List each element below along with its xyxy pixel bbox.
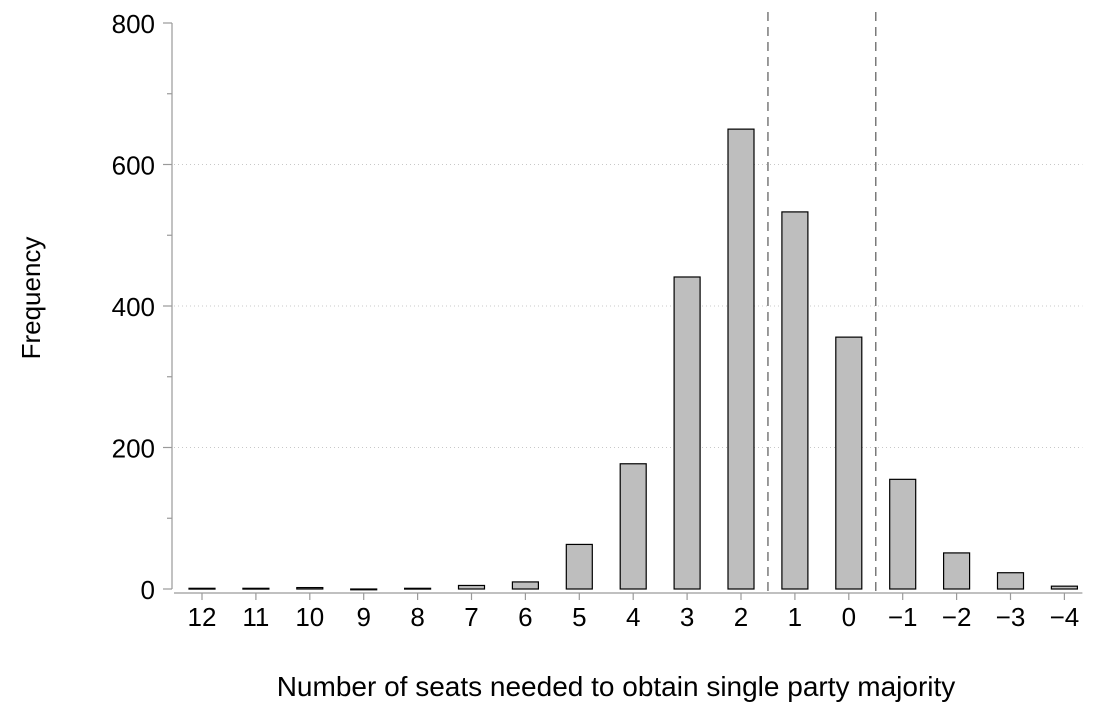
x-tick-label: 1	[788, 602, 802, 632]
bar	[727, 128, 755, 590]
y-tick-label: 600	[112, 151, 155, 181]
axes	[163, 22, 1083, 600]
bar	[565, 543, 593, 590]
bar	[296, 586, 324, 590]
bar	[835, 336, 863, 590]
x-tick-label: 4	[626, 602, 640, 632]
x-tick-label: −3	[996, 602, 1026, 632]
x-tick-label: 2	[734, 602, 748, 632]
gridlines	[174, 164, 1083, 448]
bar	[404, 587, 432, 590]
x-tick-label: 5	[572, 602, 586, 632]
y-axis-label: Frequency	[16, 237, 46, 360]
x-axis-label: Number of seats needed to obtain single …	[277, 671, 956, 702]
bar	[889, 478, 917, 590]
bar	[619, 463, 647, 590]
bar	[457, 584, 486, 590]
x-tick-label: −4	[1050, 602, 1080, 632]
x-tick-label: 7	[464, 602, 478, 632]
bar	[1050, 585, 1079, 590]
y-tick-label: 800	[112, 9, 155, 39]
x-tick-label: 6	[518, 602, 532, 632]
x-tick-label: 10	[295, 602, 324, 632]
y-tick-label: 200	[112, 434, 155, 464]
x-tick-label: 11	[242, 602, 269, 632]
x-tick-label: 3	[680, 602, 694, 632]
bars	[188, 128, 1079, 591]
x-tick-label: −1	[888, 602, 918, 632]
bar	[942, 552, 971, 590]
bar	[188, 587, 216, 590]
x-tick-label: 9	[356, 602, 370, 632]
x-tick-label: 0	[842, 602, 856, 632]
x-tick-label: −2	[942, 602, 972, 632]
bar	[673, 276, 701, 590]
x-tick-label: 8	[410, 602, 424, 632]
bar	[781, 211, 809, 590]
y-tick-label: 0	[141, 575, 155, 605]
bar	[350, 588, 378, 591]
reference-lines	[767, 12, 877, 593]
x-tick-label: 12	[188, 602, 217, 632]
bar	[511, 581, 540, 590]
bar	[242, 587, 270, 590]
bar	[996, 572, 1025, 590]
y-tick-label: 400	[112, 292, 155, 322]
